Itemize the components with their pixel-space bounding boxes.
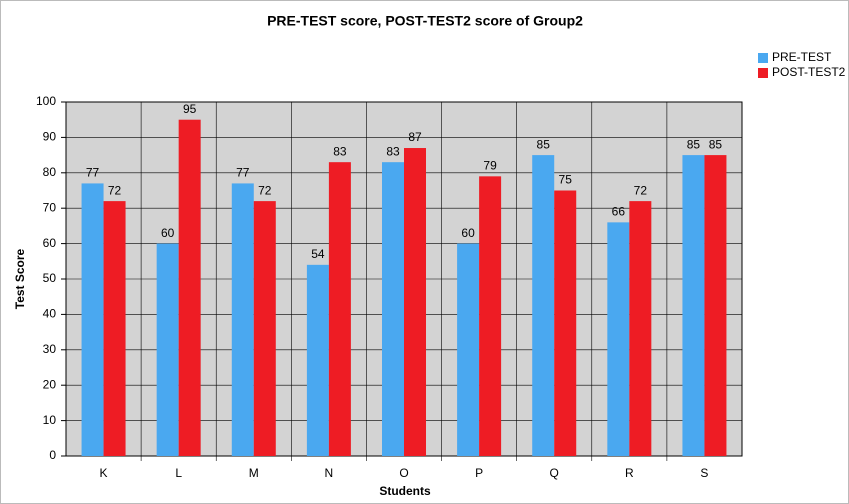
legend-label: POST-TEST2 bbox=[772, 65, 846, 79]
bar bbox=[554, 190, 577, 456]
legend-swatch bbox=[758, 53, 768, 63]
chart-title: PRE-TEST score, POST-TEST2 score of Grou… bbox=[267, 13, 583, 29]
x-tick-label: M bbox=[249, 466, 259, 480]
data-label: 83 bbox=[333, 144, 347, 158]
legend-swatch bbox=[758, 68, 768, 78]
y-tick-label: 100 bbox=[36, 94, 56, 108]
data-label: 87 bbox=[408, 130, 422, 144]
x-tick-label: N bbox=[325, 466, 334, 480]
bar bbox=[457, 243, 480, 456]
bar bbox=[103, 201, 126, 456]
bar bbox=[231, 183, 254, 457]
x-tick-label: R bbox=[625, 466, 634, 480]
data-label: 72 bbox=[634, 183, 648, 197]
data-label: 75 bbox=[559, 173, 573, 187]
x-axis-label: Students bbox=[379, 484, 431, 498]
bar bbox=[479, 176, 502, 456]
y-tick-label: 0 bbox=[49, 448, 56, 462]
bar bbox=[532, 155, 555, 456]
data-label: 77 bbox=[86, 166, 100, 180]
data-label: 85 bbox=[537, 137, 551, 151]
y-tick-label: 80 bbox=[43, 165, 57, 179]
data-label: 54 bbox=[311, 247, 325, 261]
y-axis-label: Test Score bbox=[13, 248, 27, 309]
y-tick-label: 50 bbox=[43, 271, 57, 285]
bar bbox=[704, 155, 727, 456]
bar bbox=[404, 148, 426, 456]
x-tick-label: Q bbox=[550, 466, 559, 480]
x-tick-label: P bbox=[475, 466, 483, 480]
data-label: 83 bbox=[386, 144, 400, 158]
x-tick-label: O bbox=[399, 466, 408, 480]
y-tick-label: 90 bbox=[43, 130, 57, 144]
data-label: 60 bbox=[161, 226, 175, 240]
y-tick-label: 60 bbox=[43, 236, 57, 250]
x-tick-label: L bbox=[175, 466, 182, 480]
y-tick-label: 30 bbox=[43, 342, 57, 356]
bar bbox=[81, 183, 104, 457]
data-label: 66 bbox=[612, 205, 626, 219]
x-tick-label: S bbox=[700, 466, 708, 480]
y-tick-label: 40 bbox=[43, 307, 57, 321]
data-label: 72 bbox=[108, 183, 122, 197]
data-label: 85 bbox=[687, 137, 701, 151]
data-label: 95 bbox=[183, 102, 197, 116]
bar bbox=[178, 119, 201, 456]
bar bbox=[629, 201, 652, 456]
x-tick-label: K bbox=[100, 466, 108, 480]
data-label: 60 bbox=[461, 226, 475, 240]
bar bbox=[607, 222, 630, 456]
data-label: 85 bbox=[709, 137, 723, 151]
bar bbox=[328, 162, 351, 456]
y-tick-label: 20 bbox=[43, 377, 57, 391]
y-tick-label: 10 bbox=[43, 413, 57, 427]
data-label: 79 bbox=[483, 159, 497, 173]
bar bbox=[382, 162, 404, 456]
bar bbox=[253, 201, 276, 456]
bar bbox=[682, 155, 705, 456]
bar bbox=[306, 264, 329, 456]
data-label: 72 bbox=[258, 183, 272, 197]
y-tick-label: 70 bbox=[43, 200, 57, 214]
data-label: 77 bbox=[236, 166, 250, 180]
bar bbox=[156, 243, 179, 456]
legend-label: PRE-TEST bbox=[772, 50, 832, 64]
